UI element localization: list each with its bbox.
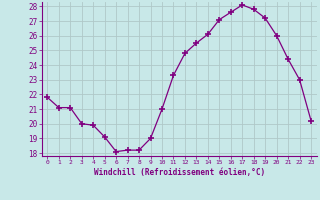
X-axis label: Windchill (Refroidissement éolien,°C): Windchill (Refroidissement éolien,°C) [94,168,265,177]
